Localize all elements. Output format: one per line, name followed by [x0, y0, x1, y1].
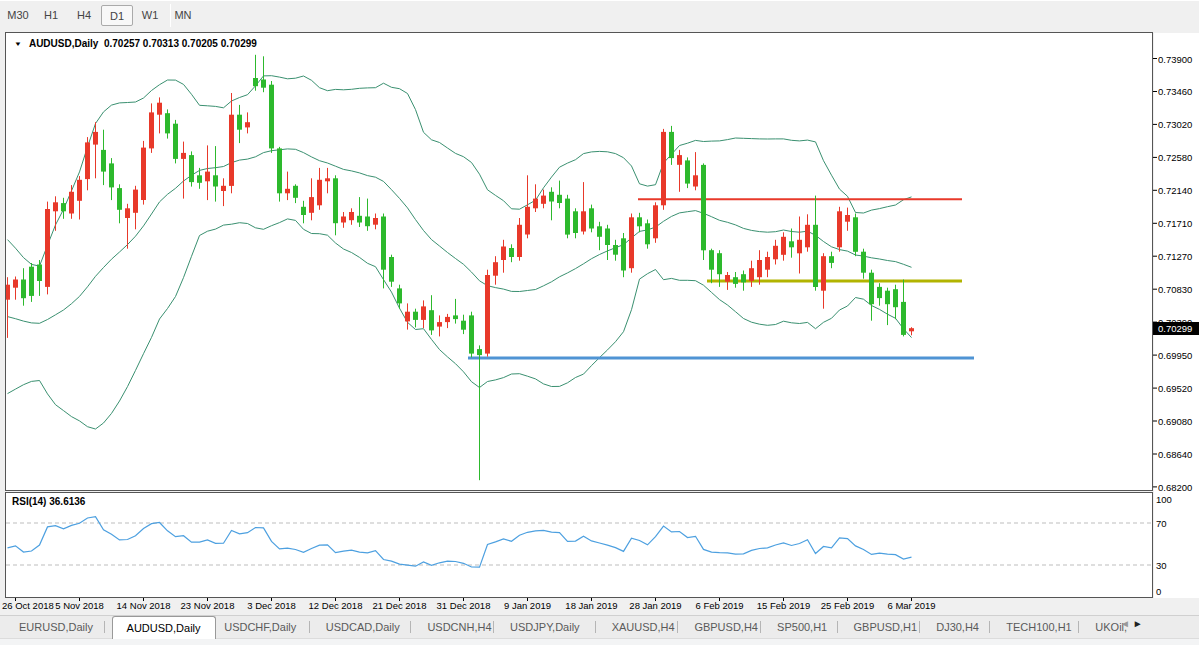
tab-separator [677, 621, 678, 633]
tab-separator [837, 621, 838, 633]
tab-separator [410, 621, 411, 633]
price-axis-label: 0.72140 [1158, 185, 1192, 196]
price-axis-label: 0.73900 [1158, 53, 1192, 64]
symbol-tab-tech100-h1[interactable]: TECH100,H1 [997, 616, 1080, 638]
date-axis-label: 21 Dec 2018 [373, 600, 427, 611]
price-axis-label: 0.69520 [1158, 383, 1192, 394]
symbol-tab-bar: EURUSD,Daily AUDUSD,DailyUSDCHF,Daily USDC… [0, 615, 1199, 638]
symbol-tab-usdchf-daily[interactable]: USDCHF,Daily [215, 616, 305, 638]
date-axis-label: 25 Feb 2019 [821, 600, 874, 611]
window-bottom-edge [0, 638, 1199, 645]
date-axis-label: 28 Jan 2019 [629, 600, 681, 611]
price-axis-label: 0.69080 [1158, 416, 1192, 427]
symbol-tab-eurusd-daily[interactable]: EURUSD,Daily [10, 616, 102, 638]
tab-separator [1078, 621, 1079, 633]
symbol-tab-audusd-daily[interactable]: AUDUSD,Daily [112, 616, 216, 639]
symbol-tab-usdcad-daily[interactable]: USDCAD,Daily [317, 616, 409, 638]
chart-dropdown-icon[interactable]: ▼ [14, 40, 22, 47]
date-axis-label: 12 Dec 2018 [309, 600, 363, 611]
date-axis: 26 Oct 20185 Nov 2018 14 Nov 2018 23 Nov 2… [0, 598, 1199, 614]
tab-scroll-arrows[interactable]: ◄ ► [1120, 618, 1143, 629]
date-axis-label: 26 Oct 2018 [2, 600, 54, 611]
price-axis-label: 0.70390 [1158, 317, 1192, 328]
tab-separator [104, 621, 105, 633]
tab-separator [760, 621, 761, 633]
price-axis-label: 0.70830 [1158, 284, 1192, 295]
symbol-tab-gbpusd-h4[interactable]: GBPUSD,H4 [685, 616, 767, 638]
price-axis-label: 0.68200 [1158, 481, 1192, 492]
rsi-label: RSI(14) 36.6136 [12, 496, 85, 507]
chart-title-text: AUDUSD,Daily 0.70257 0.70313 0.70205 0.7… [29, 38, 257, 49]
tab-scroll-right-icon[interactable]: ► [1133, 618, 1143, 629]
date-axis-label: 3 Dec 2018 [247, 600, 296, 611]
price-axis-label: 0.72580 [1158, 152, 1192, 163]
date-axis-label: 6 Feb 2019 [695, 600, 743, 611]
date-axis-label: 5 Nov 2018 [55, 600, 104, 611]
price-axis-label: 0.69950 [1158, 350, 1192, 361]
rsi-axis-label: 30 [1156, 560, 1167, 571]
rsi-axis-label: 70 [1156, 518, 1167, 529]
symbol-tab-dj30-h4[interactable]: DJ30,H4 [927, 616, 988, 638]
rsi-axis-label: 100 [1156, 494, 1172, 505]
date-axis-label: 9 Jan 2019 [504, 600, 551, 611]
symbol-tab-gbpusd-h1[interactable]: GBPUSD,H1 [845, 616, 927, 638]
tab-separator [989, 621, 990, 633]
tab-separator [919, 621, 920, 633]
tab-separator [493, 621, 494, 633]
chart-title: ▼ AUDUSD,Daily 0.70257 0.70313 0.70205 0.… [13, 38, 257, 49]
date-axis-label: 31 Dec 2018 [437, 600, 491, 611]
symbol-tab-xauusd-h4[interactable]: XAUUSD,H4 [603, 616, 684, 638]
rsi-axis-label: 0 [1156, 586, 1161, 597]
tab-scroll-left-icon[interactable]: ◄ [1120, 618, 1130, 629]
tab-separator [309, 621, 310, 633]
symbol-tab-usdcnh-h4[interactable]: USDCNH,H4 [418, 616, 500, 638]
date-axis-label: 23 Nov 2018 [181, 600, 235, 611]
price-axis-label: 0.73020 [1158, 119, 1192, 130]
chart-canvas[interactable] [0, 0, 1199, 645]
date-axis-label: 6 Mar 2019 [887, 600, 935, 611]
price-axis-label: 0.71710 [1158, 218, 1192, 229]
price-axis-label: 0.71270 [1158, 251, 1192, 262]
date-axis-label: 15 Feb 2019 [757, 600, 810, 611]
price-axis-label: 0.73460 [1158, 86, 1192, 97]
symbol-tab-usdjpy-daily[interactable]: USDJPY,Daily [501, 616, 589, 638]
symbol-tab-sp500-h1[interactable]: SP500,H1 [768, 616, 836, 638]
price-axis-label: 0.68640 [1158, 448, 1192, 459]
date-axis-label: 14 Nov 2018 [117, 600, 171, 611]
date-axis-label: 18 Jan 2019 [565, 600, 617, 611]
tab-separator [595, 621, 596, 633]
